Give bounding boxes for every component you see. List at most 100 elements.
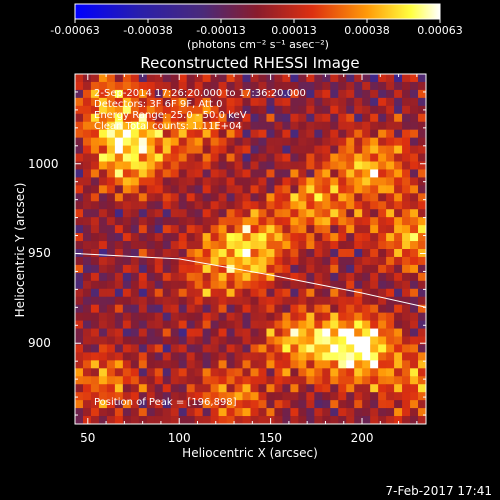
heatmap-cell [178,392,188,401]
heatmap-cell [330,97,339,107]
heatmap-cell [290,344,299,353]
heatmap-cell [362,312,371,321]
heatmap-cell [386,384,395,393]
heatmap-cell [378,360,387,369]
heatmap-cell [386,74,395,83]
heatmap-cell [154,249,164,258]
heatmap-cell [178,249,188,258]
heatmap-cell [146,296,156,306]
heatmap-cell [154,161,164,170]
heatmap-cell [170,416,180,425]
heatmap-cell [82,177,92,186]
heatmap-cell [290,201,299,210]
heatmap-cell [418,217,427,226]
heatmap-cell [410,121,419,131]
heatmap-cell [338,89,347,99]
heatmap-cell [122,264,132,274]
heatmap-cell [210,352,219,361]
heatmap-cell [370,89,379,99]
heatmap-cell [338,137,347,146]
heatmap-cell [378,177,387,186]
heatmap-cell [306,113,315,123]
heatmap-cell [290,392,299,401]
heatmap-cell [210,312,219,321]
heatmap-cell [378,209,387,218]
heatmap-cell [218,193,227,202]
heatmap-cell [98,177,108,186]
heatmap-cell [98,408,108,417]
heatmap-cell [98,169,108,178]
heatmap-cell [106,129,116,139]
heatmap-cell [386,185,395,194]
heatmap-cell [210,304,219,314]
heatmap-cell [354,392,363,401]
heatmap-cell [138,400,148,409]
heatmap-cell [298,97,307,107]
heatmap-cell [346,153,355,162]
heatmap-cell [322,384,331,393]
heatmap-cell [282,233,291,242]
heatmap-cell [234,320,243,329]
heatmap-cell [330,225,339,234]
heatmap-cell [234,368,243,377]
heatmap-cell [250,185,259,194]
heatmap-cell [146,328,156,337]
heatmap-cell [282,185,291,194]
heatmap-cell [250,249,259,258]
info-total-counts: Clean Total counts: 1.11E+04 [94,121,242,132]
heatmap-cell [122,209,132,218]
heatmap-cell [386,344,395,353]
heatmap-cell [330,400,339,409]
heatmap-cell [194,161,204,170]
heatmap-cell [314,169,323,178]
heatmap-cell [234,153,243,162]
heatmap-cell [250,368,259,377]
heatmap-cell [186,304,196,314]
heatmap-cell [226,256,235,266]
heatmap-cell [330,137,339,146]
heatmap-cell [154,360,164,369]
heatmap-cell [402,145,411,154]
heatmap-cell [378,336,387,345]
heatmap-cell [258,296,267,306]
timestamp: 7-Feb-2017 17:41 [385,484,492,498]
heatmap-cell [82,161,92,170]
heatmap-cell [378,97,387,107]
heatmap-cell [354,328,363,337]
heatmap-cell [370,153,379,162]
heatmap-cell [298,161,307,170]
heatmap-cell [242,320,251,329]
heatmap-cell [314,280,323,290]
heatmap-cell [250,336,259,345]
heatmap-cell [130,201,140,210]
heatmap-cell [234,336,243,345]
heatmap-cell [75,161,84,170]
heatmap-cell [354,264,363,274]
heatmap-cell [186,161,196,170]
heatmap-cell [242,81,251,91]
heatmap-cell [202,336,212,345]
heatmap-cell [178,145,188,154]
heatmap-cell [138,153,148,162]
heatmap-cell [162,97,172,107]
heatmap-cell [210,97,219,107]
heatmap-cell [266,217,275,226]
heatmap-cell [194,360,204,369]
heatmap-cell [234,217,243,226]
heatmap-cell [90,74,100,83]
heatmap-cell [250,193,259,202]
heatmap-cell [346,97,355,107]
heatmap-cell [394,288,403,298]
heatmap-cell [338,312,347,321]
heatmap-cell [154,97,164,107]
colorbar-tick-label: -0.00038 [123,24,173,37]
heatmap-cell [418,74,427,83]
heatmap-cell [394,400,403,409]
heatmap-cell [75,392,84,401]
heatmap-cell [290,217,299,226]
heatmap-cell [290,336,299,345]
heatmap-cell [106,360,116,369]
heatmap-cell [242,352,251,361]
heatmap-cell [346,256,355,266]
